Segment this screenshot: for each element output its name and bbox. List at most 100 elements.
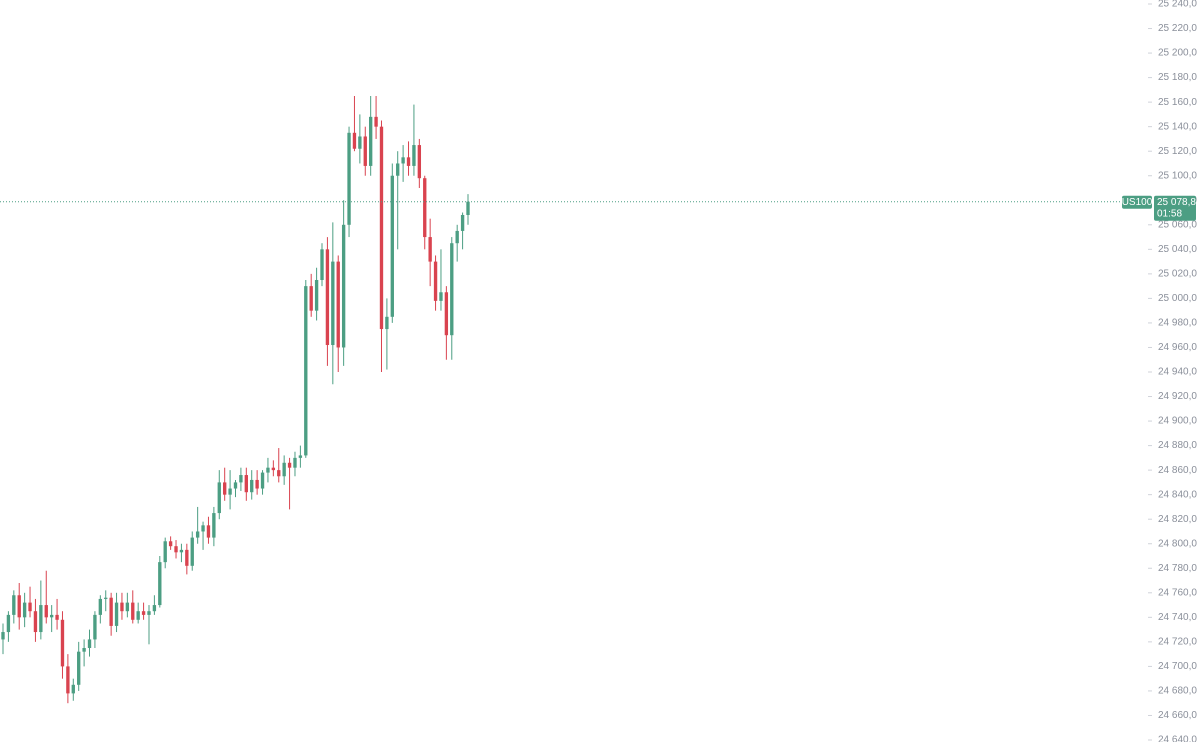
candle-body xyxy=(239,475,243,483)
candle-body xyxy=(320,249,324,280)
y-tick-label: 25 180,0 xyxy=(1158,72,1197,83)
candle-body xyxy=(190,537,194,566)
symbol-label: US100 xyxy=(1122,197,1153,208)
candle-body xyxy=(444,292,449,336)
candle-body xyxy=(141,611,146,615)
candle-body xyxy=(266,467,270,473)
y-tick-label: 24 880,0 xyxy=(1158,440,1197,451)
last-price-label: 25 078,8 xyxy=(1157,197,1196,208)
candle-body xyxy=(17,595,21,618)
symbol-badge xyxy=(1122,195,1152,209)
candle-body xyxy=(12,595,16,615)
y-tick-label: 24 760,0 xyxy=(1158,587,1197,598)
candle-body xyxy=(417,145,422,179)
candle-body xyxy=(282,462,286,477)
candle-body xyxy=(433,261,438,301)
candle-body xyxy=(277,470,281,477)
y-tick-label: 25 040,0 xyxy=(1158,244,1197,255)
candle-body xyxy=(185,549,189,566)
candle-body xyxy=(131,602,135,620)
y-tick-label: 24 840,0 xyxy=(1158,489,1197,500)
candle-body xyxy=(49,614,54,618)
candle-body xyxy=(6,614,11,633)
candle-body xyxy=(439,292,443,301)
price-badge xyxy=(1154,195,1196,221)
candle-body xyxy=(217,482,221,514)
candle-body xyxy=(28,602,32,612)
y-tick-label: 24 820,0 xyxy=(1158,514,1197,525)
candle-body xyxy=(287,462,292,468)
candle-body xyxy=(233,482,238,489)
candle-body xyxy=(250,479,254,493)
candle-body xyxy=(66,666,70,694)
candle-body xyxy=(104,597,108,599)
candle-body xyxy=(401,157,405,164)
y-tick-label: 24 960,0 xyxy=(1158,342,1197,353)
y-tick-label: 24 640,0 xyxy=(1158,735,1197,742)
y-tick-label: 24 900,0 xyxy=(1158,416,1197,427)
candle-body xyxy=(158,562,162,606)
y-tick-label: 24 940,0 xyxy=(1158,367,1197,378)
candle-body xyxy=(293,457,297,468)
candle-body xyxy=(460,214,465,231)
candle-body xyxy=(331,261,335,346)
y-tick-label: 25 200,0 xyxy=(1158,48,1197,59)
candle-body xyxy=(201,525,205,532)
candle-body xyxy=(385,316,389,330)
y-tick-label: 24 660,0 xyxy=(1158,710,1197,721)
candle-body xyxy=(114,602,119,626)
candle-body xyxy=(228,488,232,495)
y-tick-label: 25 000,0 xyxy=(1158,293,1197,304)
price-axis xyxy=(1148,0,1200,742)
candle-body xyxy=(455,230,459,244)
candle-body xyxy=(55,614,59,620)
candle-body xyxy=(341,224,346,348)
candle-body xyxy=(39,605,43,633)
candle-body xyxy=(325,249,330,346)
candle-body xyxy=(412,145,416,166)
y-tick-label: 24 980,0 xyxy=(1158,318,1197,329)
candle-body xyxy=(109,597,113,626)
candle-body xyxy=(363,136,367,166)
candle-body xyxy=(120,602,124,612)
candle-body xyxy=(152,605,157,612)
candle-body xyxy=(147,611,151,615)
y-tick-label: 24 740,0 xyxy=(1158,612,1197,623)
candle-body xyxy=(450,243,454,336)
y-tick-label: 24 920,0 xyxy=(1158,391,1197,402)
candle-body xyxy=(428,237,432,262)
candle-body xyxy=(87,639,92,648)
countdown-label: 01:58 xyxy=(1157,208,1182,219)
candle-body xyxy=(212,513,216,538)
candle-body xyxy=(195,531,200,538)
candle-body xyxy=(136,611,140,620)
candle-body xyxy=(304,286,308,456)
candle-body xyxy=(255,479,259,489)
y-tick-label: 25 100,0 xyxy=(1158,170,1197,181)
candle-body xyxy=(71,684,75,694)
y-tick-label: 24 780,0 xyxy=(1158,563,1197,574)
y-tick-label: 25 240,0 xyxy=(1158,0,1197,10)
candle-body xyxy=(390,175,394,317)
candle-body xyxy=(347,132,351,225)
y-tick-label: 25 220,0 xyxy=(1158,23,1197,34)
candle-body xyxy=(179,549,184,553)
candle-body xyxy=(396,163,400,176)
candle-body xyxy=(60,619,65,667)
candle-body xyxy=(1,632,5,640)
y-tick-label: 25 120,0 xyxy=(1158,146,1197,157)
candle-body xyxy=(423,178,427,238)
candle-body xyxy=(374,116,378,127)
candle-body xyxy=(163,541,167,563)
candle-body xyxy=(98,598,103,615)
y-tick-label: 24 800,0 xyxy=(1158,538,1197,549)
candle-body xyxy=(174,546,178,553)
y-tick-label: 24 700,0 xyxy=(1158,661,1197,672)
candle-body xyxy=(368,116,373,166)
y-tick-label: 24 860,0 xyxy=(1158,465,1197,476)
candle-body xyxy=(168,541,173,547)
candle-body xyxy=(77,651,81,685)
y-tick-label: 25 020,0 xyxy=(1158,269,1197,280)
candle-body xyxy=(406,157,411,166)
